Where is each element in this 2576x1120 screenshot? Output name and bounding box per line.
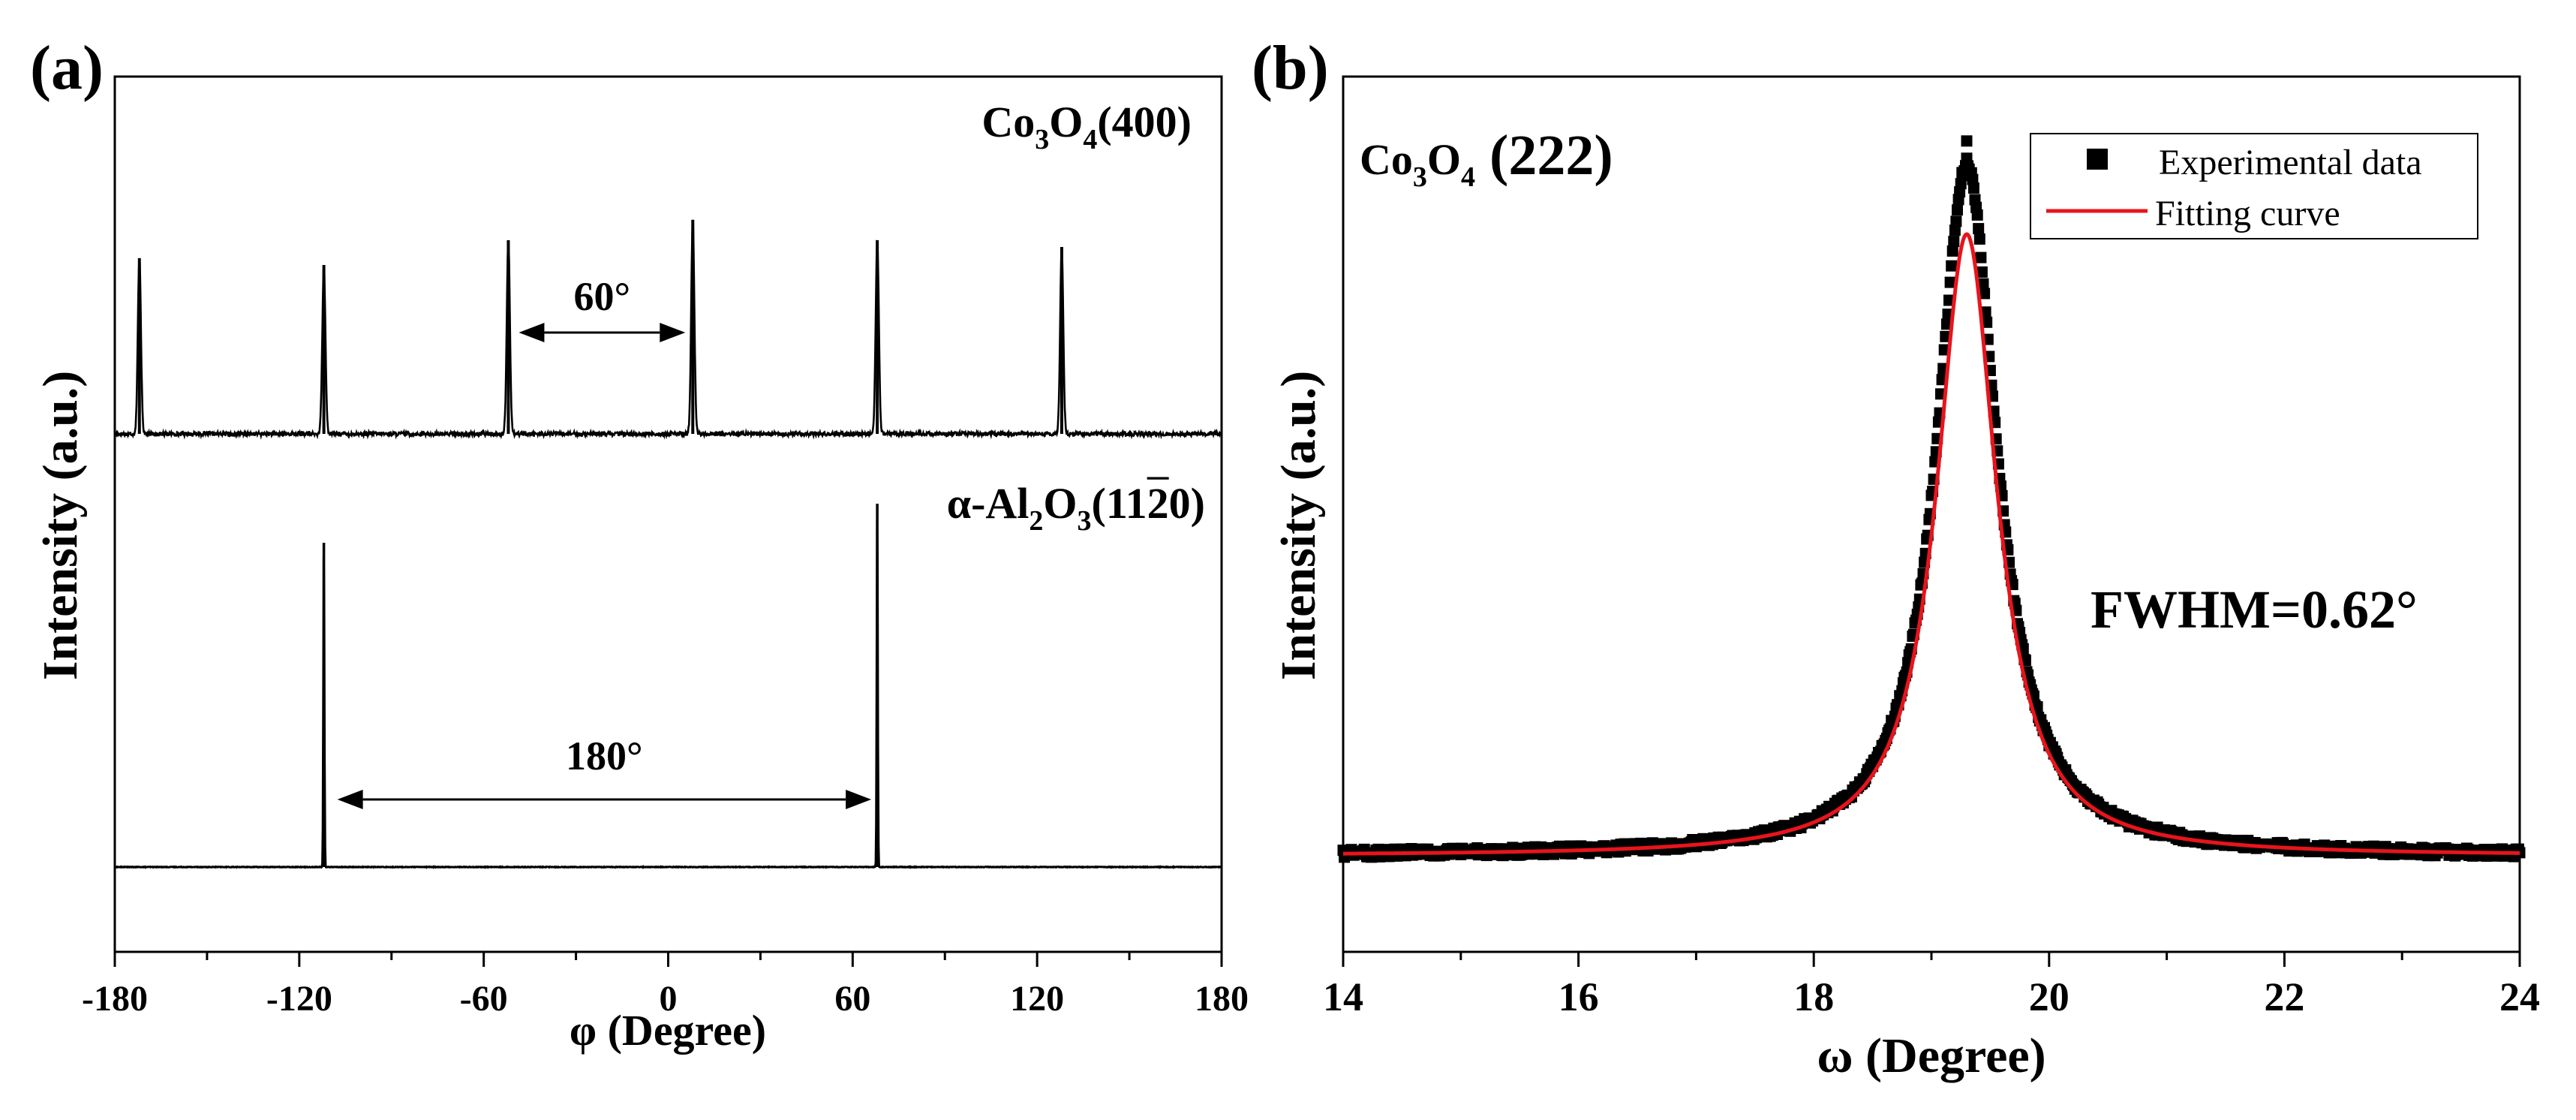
experimental-data-point	[1961, 152, 1973, 164]
panel-a-x-tick-label: 120	[1010, 979, 1064, 1019]
panel-a-x-tick-label: 60	[834, 979, 870, 1019]
panel-a-phi-scan: (a) -180 -120 -60 0 60 120 180 φ (Degree) Inte…	[30, 33, 1249, 1055]
legend-marker-experimental	[2087, 149, 2108, 170]
panel-a-x-tick-label: -180	[82, 979, 148, 1019]
panel-a-x-tick-label: -120	[266, 979, 332, 1019]
legend-label-fitting: Fitting curve	[2155, 194, 2340, 233]
panel-a-x-tick-label: 0	[660, 979, 678, 1019]
experimental-data-point	[1943, 294, 1955, 306]
panel-b-x-tick-label: 24	[2499, 974, 2540, 1019]
panel-a-x-axis-label: φ (Degree)	[570, 1006, 766, 1055]
overbar-digit: 2	[1147, 479, 1169, 528]
legend-label-experimental: Experimental data	[2159, 143, 2422, 182]
fwhm-annotation: FWHM=0.62°	[2091, 580, 2418, 640]
annotation-180-arrowhead-left	[337, 790, 363, 809]
panel-b-x-tick-label: 22	[2264, 974, 2304, 1019]
panel-b-x-tick-label: 18	[1793, 974, 1834, 1019]
experimental-data-point	[1948, 236, 1960, 248]
experimental-data-point	[1944, 276, 1956, 288]
experimental-data-point	[1950, 215, 1962, 227]
series-label-al2o3-11-20: α-Al2O3(1120)	[947, 479, 1205, 537]
panel-b-y-axis-label: Intensity (a.u.)	[1271, 371, 1326, 681]
experimental-data-point	[1952, 204, 1963, 216]
panel-b-x-ticks	[1342, 952, 2521, 967]
experimental-data-point	[1961, 135, 1973, 147]
experimental-data-point	[1946, 245, 1958, 257]
experimental-data-point	[1940, 330, 1952, 342]
panel-a-label: (a)	[30, 33, 104, 103]
panel-a-x-tick-label: 180	[1195, 979, 1249, 1019]
fitting-curve-line	[1343, 232, 2520, 856]
experimental-data-point	[1975, 251, 1987, 263]
panel-b-label: (b)	[1252, 33, 1329, 103]
panel-b-x-tick-labels: 14 16 18 20 22 24	[1323, 974, 2540, 1019]
panel-b-x-axis-label: ω (Degree)	[1817, 1028, 2045, 1083]
experimental-data-point	[1977, 278, 1989, 290]
experimental-data-point	[1961, 170, 1973, 182]
legend: Experimental data Fitting curve	[2030, 133, 2478, 239]
panel-a-x-tick-labels: -180 -120 -60 0 60 120 180	[82, 979, 1249, 1019]
annotation-60-degree: 60°	[519, 274, 686, 342]
annotation-60-arrowhead-right	[660, 323, 686, 342]
panel-b-title: Co3O4 (222)	[1360, 124, 1613, 193]
experimental-data-point	[1973, 223, 1985, 235]
annotation-180-arrowhead-right	[846, 790, 872, 809]
panel-a-y-axis-label: Intensity (a.u.)	[33, 371, 88, 681]
panel-a-series	[113, 219, 1223, 869]
phi-scan-line	[113, 519, 1223, 869]
phi-scan-line	[113, 219, 1223, 440]
panel-b-x-tick-label: 16	[1559, 974, 1599, 1019]
experimental-data-point	[1973, 233, 1985, 245]
annotation-180-label: 180°	[566, 733, 643, 778]
experimental-data-point	[2031, 701, 2043, 713]
panel-b-x-tick-label: 14	[1323, 974, 1363, 1019]
annotation-60-arrowhead-left	[519, 323, 545, 342]
experimental-data-point	[1981, 316, 1993, 328]
panel-a-x-ticks	[113, 952, 1223, 967]
panel-a-x-tick-label: -60	[460, 979, 508, 1019]
experimental-data-point	[1940, 318, 1952, 330]
experimental-data-point	[1949, 224, 1961, 236]
experimental-data-point	[1946, 260, 1958, 272]
panel-b-x-tick-label: 20	[2029, 974, 2070, 1019]
experimental-data-point	[1971, 209, 1983, 221]
experimental-data-point	[1979, 288, 1991, 300]
panel-b-rocking-curve: (b) 14 16 18 20 22 24 ω (Degree) Intensity (a…	[1252, 33, 2540, 1083]
experimental-data-point	[1976, 266, 1988, 278]
experimental-data-points	[1337, 135, 2526, 863]
annotation-60-label: 60°	[574, 274, 631, 319]
experimental-data-point	[1967, 182, 1979, 194]
annotation-180-degree: 180°	[337, 733, 872, 809]
series-label-co3o4-400: Co3O4(400)	[981, 98, 1192, 155]
